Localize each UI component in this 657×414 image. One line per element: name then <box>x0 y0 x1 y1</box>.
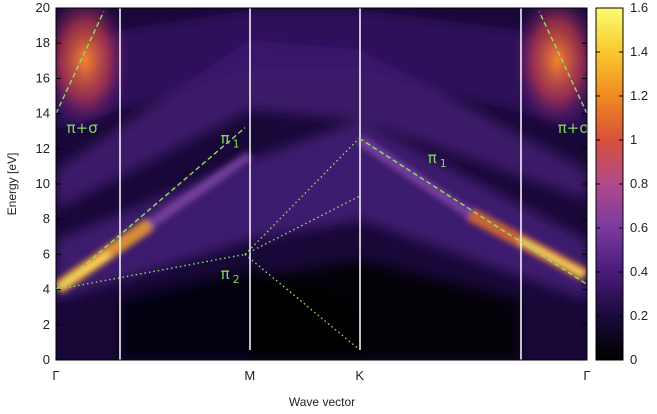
dashed-guide-line <box>56 127 246 291</box>
colorbar-tick-label: 1.2 <box>630 88 648 103</box>
x-tick-label: Γ <box>52 368 59 383</box>
band-annotation: π+σ <box>558 119 590 137</box>
dotted-guide-line <box>244 195 360 256</box>
colorbar-tick-label: 1.6 <box>630 0 648 15</box>
colorbar-tick-label: 0.8 <box>630 176 648 191</box>
y-tick-label: 14 <box>36 106 50 121</box>
band-annotation: π+σ <box>67 119 99 137</box>
dashed-guide-line <box>358 137 587 285</box>
dotted-guide-line <box>56 253 246 291</box>
hot-region-left <box>56 8 130 130</box>
y-tick-label: 8 <box>43 211 50 226</box>
y-axis-title: Energy [eV] <box>5 153 19 216</box>
colorbar-tick-label: 1.4 <box>630 44 648 59</box>
colorbar-tick-label: 0.2 <box>630 308 648 323</box>
y-tick-label: 18 <box>36 35 50 50</box>
y-tick-label: 6 <box>43 246 50 261</box>
colorbar-ticks: 0 0.2 0.4 0.6 0.8 1 1.2 1.4 1.6 <box>596 0 648 367</box>
colorbar-tick-label: 0.6 <box>630 220 648 235</box>
y-tick-label: 4 <box>43 282 50 297</box>
y-tick-label: 10 <box>36 176 50 191</box>
intensity-bands <box>56 10 587 360</box>
x-tick-label: K <box>355 368 364 383</box>
dotted-guide-line <box>244 137 360 255</box>
x-axis-title: Wave vector <box>289 395 355 409</box>
colorbar-tick-label: 1 <box>630 132 637 147</box>
colorbar-gradient <box>595 7 624 361</box>
y-tick-label: 16 <box>36 70 50 85</box>
dashed-guide-line <box>56 11 105 114</box>
x-tick-label: M <box>244 368 255 383</box>
y-tick-label: 0 <box>43 352 50 367</box>
colorbar-tick-label: 0 <box>630 352 637 367</box>
hot-region-right <box>512 8 587 130</box>
plot-area: π+σπ 1π 2π 1π+σ <box>56 8 590 360</box>
y-tick-label: 12 <box>36 141 50 156</box>
y-tick-label: 20 <box>36 0 50 15</box>
dashed-guide-line <box>538 11 587 114</box>
y-axis: 0 2 4 6 8 10 12 14 16 18 20 <box>36 0 587 367</box>
colorbar-tick-label: 0.4 <box>630 264 648 279</box>
x-tick-label: Γ <box>583 368 590 383</box>
colorbar: 0 0.2 0.4 0.6 0.8 1 1.2 1.4 1.6 <box>595 0 648 367</box>
y-tick-label: 2 <box>43 317 50 332</box>
guide-lines <box>56 11 587 350</box>
bright-branches <box>56 135 587 294</box>
